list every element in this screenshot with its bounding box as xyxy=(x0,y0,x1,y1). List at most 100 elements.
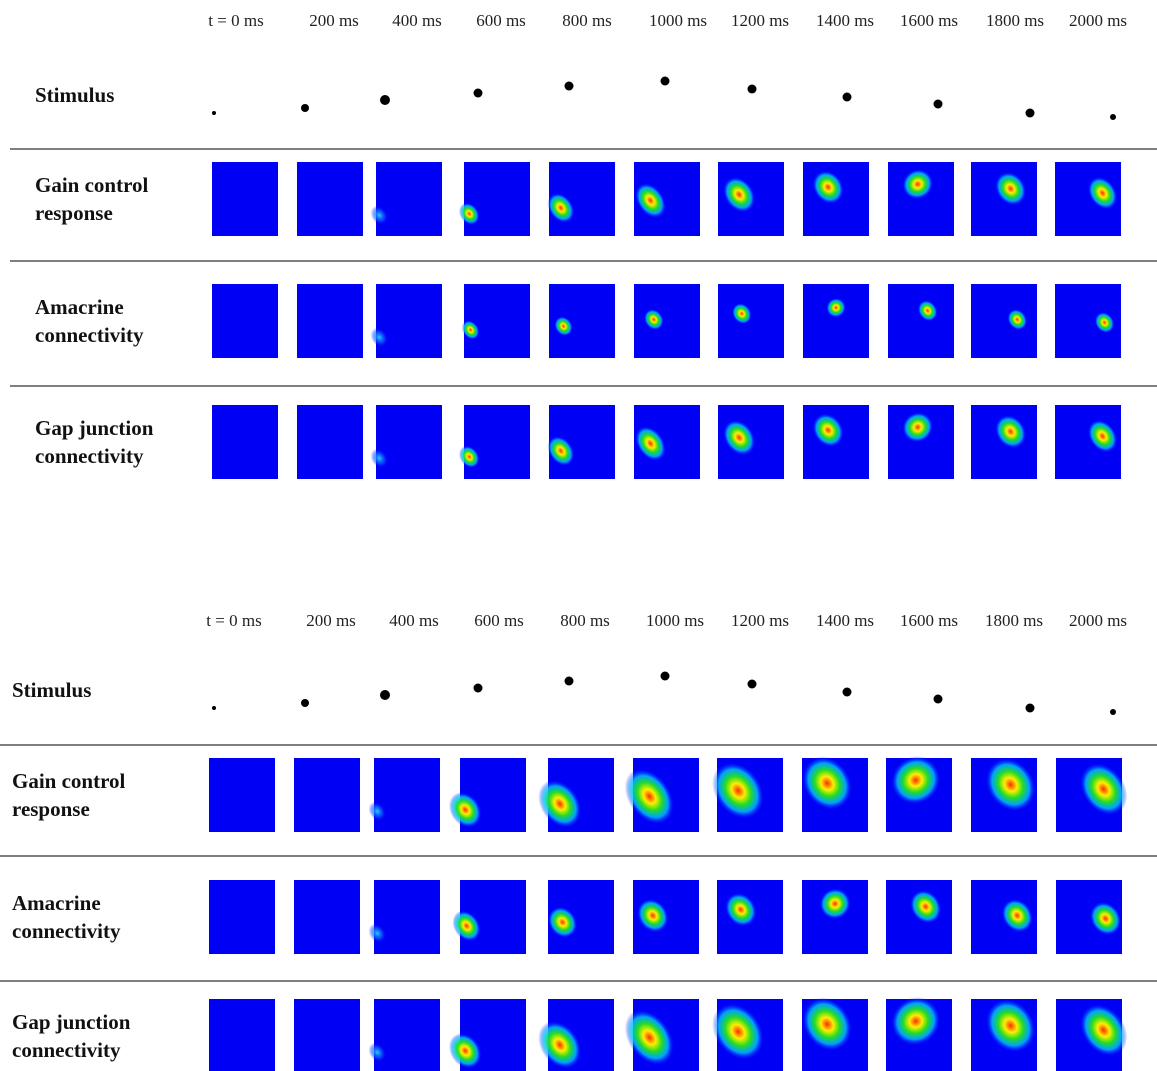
response-blob xyxy=(624,768,675,825)
response-map xyxy=(376,162,442,236)
time-label: 400 ms xyxy=(389,611,439,630)
stimulus-dot xyxy=(933,694,943,704)
time-label: t = 0 ms xyxy=(206,611,261,630)
response-map xyxy=(376,405,442,479)
response-blob xyxy=(985,998,1036,1053)
response-blob xyxy=(902,169,934,200)
response-blob xyxy=(994,171,1027,206)
response-blob xyxy=(449,792,482,828)
response-blob xyxy=(724,892,757,927)
time-label: 800 ms xyxy=(562,11,612,30)
row-label: Stimulus xyxy=(35,83,114,107)
response-map xyxy=(718,284,784,358)
response-blob xyxy=(1007,308,1028,331)
response-blob xyxy=(554,316,573,336)
time-label: t = 0 ms xyxy=(208,11,263,30)
row-label: Gain control xyxy=(12,769,126,793)
response-map xyxy=(297,284,363,358)
time-label: 1600 ms xyxy=(900,611,958,630)
row-label: response xyxy=(35,201,113,225)
response-blob xyxy=(812,413,844,447)
response-blob xyxy=(722,176,756,213)
response-blob xyxy=(368,801,387,821)
response-blob xyxy=(1087,419,1118,453)
stimulus-dot xyxy=(1110,114,1116,120)
response-blob xyxy=(635,425,666,461)
time-label: 600 ms xyxy=(474,611,524,630)
response-blob xyxy=(547,906,578,938)
response-blob xyxy=(538,779,582,828)
response-map xyxy=(374,999,440,1071)
response-blob xyxy=(712,762,765,820)
response-map xyxy=(376,284,442,358)
stimulus-dot xyxy=(380,95,390,105)
response-map xyxy=(464,405,530,479)
time-label: 1400 ms xyxy=(816,11,874,30)
response-blob xyxy=(1079,1003,1128,1057)
response-map xyxy=(374,758,440,832)
stimulus-dot xyxy=(564,676,574,686)
response-map xyxy=(294,758,360,832)
row-label: connectivity xyxy=(35,444,144,468)
response-blob xyxy=(538,1020,582,1069)
row-label: Gap junction xyxy=(35,416,154,440)
response-blob xyxy=(449,1033,482,1069)
stimulus-dot xyxy=(842,92,852,102)
time-label: 1600 ms xyxy=(900,11,958,30)
response-blob xyxy=(812,170,844,204)
response-blob xyxy=(624,1009,675,1066)
stimulus-dot xyxy=(212,111,216,115)
response-map xyxy=(803,284,869,358)
response-map xyxy=(464,162,530,236)
response-blob xyxy=(636,898,669,933)
response-map xyxy=(212,162,278,236)
response-blob xyxy=(1089,901,1122,936)
stimulus-dot xyxy=(747,679,757,689)
response-map xyxy=(209,999,275,1071)
response-map xyxy=(297,162,363,236)
row-label: connectivity xyxy=(35,323,144,347)
time-label: 2000 ms xyxy=(1069,611,1127,630)
response-blob xyxy=(890,996,941,1046)
response-blob xyxy=(461,320,480,340)
response-blob xyxy=(802,756,853,810)
stimulus-dot xyxy=(301,104,309,112)
response-map xyxy=(212,284,278,358)
response-blob xyxy=(722,419,756,456)
stimulus-dot xyxy=(842,687,852,697)
response-blob xyxy=(370,448,389,468)
response-blob xyxy=(917,300,938,322)
time-label: 1200 ms xyxy=(731,611,789,630)
time-label: 200 ms xyxy=(309,11,359,30)
response-blob xyxy=(459,202,480,225)
row-label: Stimulus xyxy=(12,678,91,702)
response-map xyxy=(294,999,360,1071)
stimulus-dot xyxy=(1110,709,1116,715)
response-blob xyxy=(994,414,1027,449)
response-blob xyxy=(370,205,389,225)
response-blob xyxy=(731,303,752,325)
stimulus-dot xyxy=(564,81,574,91)
stimulus-dot xyxy=(660,76,670,86)
response-blob xyxy=(547,435,575,466)
response-map xyxy=(297,405,363,479)
row-label: Amacrine xyxy=(12,891,101,915)
response-blob xyxy=(819,888,851,920)
response-blob xyxy=(547,192,575,223)
response-map xyxy=(888,284,954,358)
response-map xyxy=(971,284,1037,358)
response-blob xyxy=(1087,176,1118,210)
response-blob xyxy=(985,757,1036,812)
response-blob xyxy=(452,910,481,942)
response-map xyxy=(212,405,278,479)
stimulus-dot xyxy=(301,699,309,707)
time-label: 1800 ms xyxy=(986,11,1044,30)
time-label: 2000 ms xyxy=(1069,11,1127,30)
stimulus-dot xyxy=(473,88,483,98)
stimulus-dot xyxy=(380,690,390,700)
time-label: 1000 ms xyxy=(646,611,704,630)
response-blob xyxy=(370,327,389,347)
stimulus-dot xyxy=(1025,108,1035,118)
response-blob xyxy=(368,923,387,943)
time-label: 1200 ms xyxy=(731,11,789,30)
